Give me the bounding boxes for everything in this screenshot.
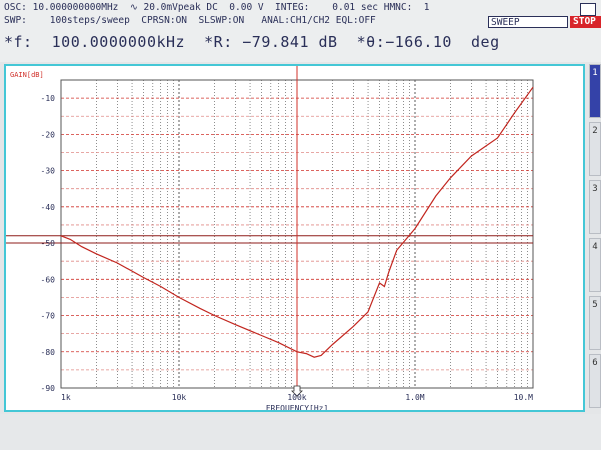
x-tick-label: 10.M: [514, 393, 533, 402]
softkey-column: 1 2 3 4 5 6: [589, 64, 601, 412]
y-tick-label: -70: [41, 312, 56, 321]
status-header: OSC: 10.000000000MHz ∿ 20.0mVpeak DC 0.0…: [0, 0, 601, 62]
y-tick-label: -90: [41, 384, 56, 393]
marker-readout-line: *f: 100.0000000kHz *R: −79.841 dB *θ:−16…: [4, 33, 500, 51]
x-tick-label: 1k: [61, 393, 71, 402]
plot-area: -10 -20 -30 -40 -50 -60 -70 -80 -90 1k 10k 100k 1.0M…: [4, 64, 585, 413]
y-tick-label: -20: [41, 130, 56, 139]
y-tick-label: -10: [41, 94, 56, 103]
x-tick-label: 10k: [172, 393, 187, 402]
y-tick-label: -30: [41, 167, 56, 176]
gain-trace: [60, 86, 534, 358]
y-tick-label: -60: [41, 275, 56, 284]
softkey-4[interactable]: 4: [589, 238, 601, 292]
gain-chart: -10 -20 -30 -40 -50 -60 -70 -80 -90 1k 10k 100k 1.0M…: [6, 66, 534, 413]
harmonic-box[interactable]: [580, 3, 596, 16]
x-tick-label: 100k: [287, 393, 306, 402]
sweep-mode-field[interactable]: SWEEP: [488, 16, 568, 28]
softkey-3[interactable]: 3: [589, 180, 601, 234]
bottom-bar: [0, 414, 601, 450]
stop-indicator[interactable]: STOP: [570, 16, 601, 28]
y-axis-label: GAIN[dB]: [10, 71, 44, 79]
softkey-5[interactable]: 5: [589, 296, 601, 350]
y-tick-label: -50: [41, 239, 56, 248]
oscillator-status-line: OSC: 10.000000000MHz ∿ 20.0mVpeak DC 0.0…: [4, 2, 430, 13]
y-tick-label: -80: [41, 348, 56, 357]
y-tick-label: -40: [41, 203, 56, 212]
softkey-6[interactable]: 6: [589, 354, 601, 408]
x-tick-label: 1.0M: [405, 393, 424, 402]
x-axis-label: FREQUENCY[Hz]: [266, 404, 329, 410]
softkey-1[interactable]: 1: [589, 64, 601, 118]
softkey-2[interactable]: 2: [589, 122, 601, 176]
sweep-status-line: SWP: 100steps/sweep CPRSN:ON SLSWP:ON AN…: [4, 15, 376, 26]
marker-arrow-icon: [291, 385, 303, 397]
